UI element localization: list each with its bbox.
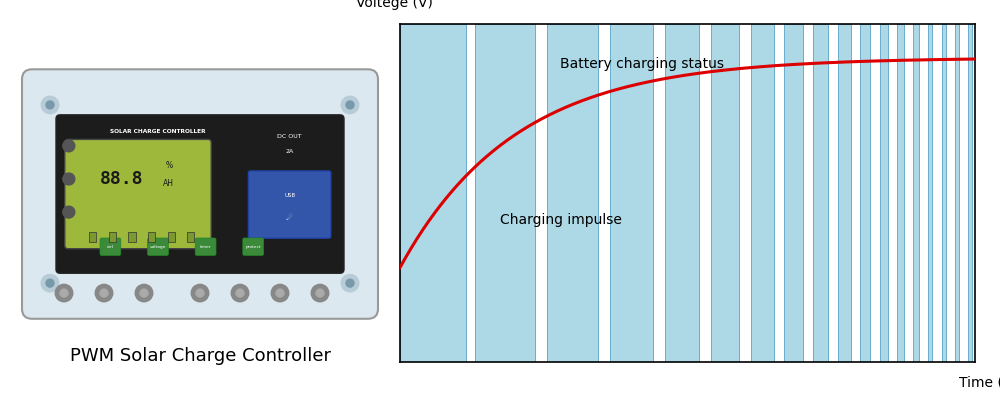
FancyBboxPatch shape: [248, 171, 331, 238]
Bar: [400, 24, 466, 362]
Bar: [968, 24, 972, 362]
Bar: [168, 232, 175, 242]
Circle shape: [41, 274, 59, 292]
Bar: [913, 24, 919, 362]
Circle shape: [41, 96, 59, 114]
Bar: [610, 24, 653, 362]
Circle shape: [236, 289, 244, 297]
Text: protect: protect: [245, 245, 261, 249]
Bar: [942, 24, 946, 362]
Circle shape: [46, 279, 54, 287]
Circle shape: [346, 101, 354, 109]
Bar: [751, 24, 774, 362]
Bar: [813, 24, 828, 362]
Circle shape: [46, 101, 54, 109]
Circle shape: [63, 173, 75, 185]
Bar: [880, 24, 888, 362]
Bar: [547, 24, 598, 362]
Text: 88.8: 88.8: [99, 169, 143, 188]
Circle shape: [276, 289, 284, 297]
Bar: [475, 24, 535, 362]
Text: Charging impulse: Charging impulse: [500, 213, 622, 227]
Text: voltage: voltage: [150, 245, 166, 249]
Circle shape: [135, 284, 153, 302]
Circle shape: [191, 284, 209, 302]
Text: %: %: [165, 161, 172, 170]
Circle shape: [341, 96, 359, 114]
FancyBboxPatch shape: [100, 238, 121, 255]
Text: PWM Solar Charge Controller: PWM Solar Charge Controller: [70, 347, 330, 366]
Circle shape: [196, 289, 204, 297]
Y-axis label: Voltege (V): Voltege (V): [356, 0, 433, 10]
Bar: [897, 24, 904, 362]
X-axis label: Time (t): Time (t): [959, 376, 1000, 390]
Circle shape: [231, 284, 249, 302]
Text: DC OUT: DC OUT: [277, 134, 302, 139]
Bar: [838, 24, 851, 362]
Bar: [664, 24, 699, 362]
Circle shape: [311, 284, 329, 302]
Bar: [187, 232, 194, 242]
Text: USB: USB: [284, 192, 295, 198]
Circle shape: [346, 279, 354, 287]
Bar: [109, 232, 116, 242]
FancyBboxPatch shape: [243, 238, 264, 255]
Circle shape: [100, 289, 108, 297]
Circle shape: [63, 140, 75, 152]
FancyBboxPatch shape: [65, 139, 211, 249]
Circle shape: [140, 289, 148, 297]
Bar: [128, 232, 136, 242]
Text: 2A: 2A: [285, 149, 294, 154]
Text: timer: timer: [200, 245, 211, 249]
Circle shape: [55, 284, 73, 302]
Bar: [860, 24, 870, 362]
Text: Battery charging status: Battery charging status: [560, 57, 724, 71]
Text: SOLAR CHARGE CONTROLLER: SOLAR CHARGE CONTROLLER: [110, 129, 206, 134]
Circle shape: [95, 284, 113, 302]
FancyBboxPatch shape: [195, 238, 216, 255]
Circle shape: [63, 206, 75, 218]
Bar: [89, 232, 96, 242]
FancyBboxPatch shape: [22, 69, 378, 319]
Text: ctrl: ctrl: [107, 245, 114, 249]
Bar: [710, 24, 739, 362]
Circle shape: [316, 289, 324, 297]
FancyBboxPatch shape: [56, 115, 344, 273]
Circle shape: [341, 274, 359, 292]
Bar: [784, 24, 802, 362]
Text: ☄: ☄: [286, 213, 293, 222]
FancyBboxPatch shape: [148, 238, 168, 255]
Circle shape: [60, 289, 68, 297]
Bar: [928, 24, 932, 362]
Bar: [148, 232, 155, 242]
Text: AH: AH: [163, 179, 174, 188]
Bar: [955, 24, 959, 362]
Circle shape: [271, 284, 289, 302]
